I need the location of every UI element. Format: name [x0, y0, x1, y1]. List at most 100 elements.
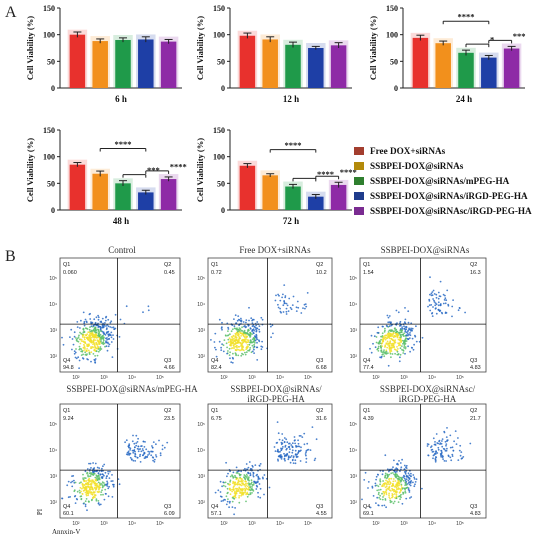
flow-event-dot	[139, 448, 142, 450]
flow-event-dot	[382, 335, 385, 338]
flow-event-dot	[85, 490, 88, 493]
flow-event-dot	[388, 478, 390, 480]
flow-event-dot	[393, 493, 396, 495]
flow-event-dot	[404, 491, 407, 494]
flow-event-dot	[159, 454, 162, 457]
flow-event-dot	[289, 306, 292, 309]
flow-x-tick-label: 10⁵	[156, 521, 164, 527]
flow-event-dot	[283, 437, 286, 439]
flow-event-dot	[434, 456, 437, 458]
flow-event-dot	[283, 452, 285, 455]
flow-y-tick-label: 10³	[350, 474, 358, 480]
flow-event-dot	[404, 330, 407, 333]
flow-event-dot	[460, 451, 463, 453]
flow-event-dot	[413, 478, 416, 480]
flow-event-dot	[432, 457, 434, 460]
flow-event-dot	[236, 328, 238, 331]
quadrant-value-q3: 4.55	[316, 511, 327, 517]
flow-event-dot	[288, 446, 291, 449]
y-tick-label: 50	[217, 179, 225, 188]
flow-x-tick-label: 10⁵	[304, 521, 312, 527]
flow-event-dot	[304, 307, 306, 310]
flow-event-dot	[100, 321, 103, 324]
flow-event-dot	[103, 463, 106, 466]
flow-event-dot	[98, 339, 101, 341]
flow-event-dot	[227, 341, 230, 344]
flow-event-dot	[81, 487, 83, 490]
flow-event-dot	[225, 342, 228, 345]
flow-event-dot	[93, 318, 96, 321]
flow-event-dot	[233, 513, 236, 516]
flow-event-dot	[240, 470, 243, 473]
flow-event-dot	[128, 444, 131, 447]
flow-event-dot	[404, 346, 407, 348]
flow-event-dot	[241, 352, 243, 355]
flow-event-dot	[143, 452, 146, 454]
flow-event-dot	[248, 319, 250, 322]
flow-event-dot	[376, 489, 379, 492]
flow-event-dot	[294, 459, 297, 462]
flow-event-dot	[410, 472, 412, 475]
legend-swatch	[354, 206, 364, 215]
flow-event-dot	[389, 340, 392, 343]
flow-event-dot	[219, 491, 222, 493]
flow-event-dot	[88, 337, 91, 340]
flow-event-dot	[97, 502, 100, 505]
flow-event-dot	[234, 507, 237, 509]
flow-event-dot	[390, 344, 393, 347]
flow-event-dot	[449, 434, 452, 437]
flow-event-dot	[247, 324, 250, 327]
flow-event-dot	[367, 481, 370, 483]
flow-event-dot	[105, 315, 108, 318]
flow-event-dot	[234, 481, 236, 484]
flow-event-dot	[158, 439, 160, 442]
flow-event-dot	[389, 332, 391, 335]
quadrant-value-q3: 4.66	[164, 365, 175, 371]
flow-event-dot	[233, 347, 235, 350]
legend-item: SSBPEI-DOX@siRNAs	[354, 158, 532, 173]
flow-event-dot	[261, 346, 264, 348]
flow-event-dot	[234, 314, 237, 317]
flow-event-dot	[107, 335, 110, 337]
flow-event-dot	[227, 472, 229, 475]
flow-event-dot	[277, 459, 279, 462]
flow-event-dot	[291, 451, 294, 454]
flow-event-dot	[430, 292, 433, 295]
flow-event-dot	[259, 487, 262, 490]
quadrant-name-q3: Q3	[316, 504, 323, 510]
legend-swatch	[354, 176, 364, 185]
flow-event-dot	[294, 462, 297, 465]
flow-event-dot	[392, 482, 394, 485]
flow-event-dot	[73, 335, 76, 338]
flow-event-dot	[95, 316, 98, 319]
flow-event-dot	[397, 311, 400, 314]
flow-event-dot	[247, 471, 250, 474]
flow-event-dot	[78, 345, 81, 348]
flow-event-dot	[258, 330, 261, 333]
flow-event-dot	[397, 477, 400, 480]
flow-event-dot	[131, 440, 134, 443]
flow-event-dot	[244, 480, 247, 483]
flow-event-dot	[248, 343, 251, 346]
flow-event-dot	[87, 349, 90, 352]
flow-event-dot	[374, 484, 377, 487]
flow-event-dot	[298, 435, 301, 437]
flow-event-dot	[446, 439, 449, 442]
flow-event-dot	[83, 487, 86, 489]
flow-event-dot	[240, 332, 242, 335]
flow-event-dot	[91, 493, 94, 496]
flow-event-dot	[252, 483, 255, 486]
flow-event-dot	[97, 314, 99, 317]
flow-event-dot	[392, 478, 395, 480]
flow-event-dot	[441, 438, 444, 440]
flow-event-dot	[90, 336, 93, 339]
flow-event-dot	[103, 482, 105, 484]
flow-event-dot	[411, 347, 414, 349]
flow-event-dot	[89, 462, 92, 465]
flow-event-dot	[150, 454, 153, 457]
flow-event-dot	[228, 354, 231, 356]
flow-event-dot	[114, 327, 117, 330]
flow-event-dot	[102, 331, 105, 333]
flow-event-dot	[92, 329, 95, 331]
